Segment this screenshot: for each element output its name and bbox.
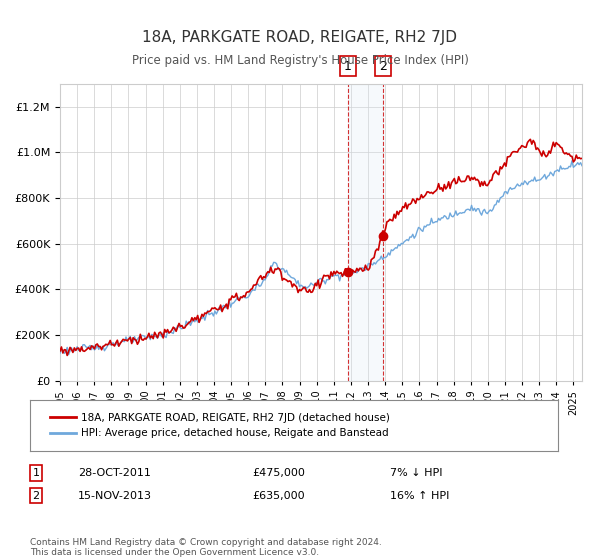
Text: Price paid vs. HM Land Registry's House Price Index (HPI): Price paid vs. HM Land Registry's House … xyxy=(131,54,469,67)
Text: 2: 2 xyxy=(379,60,387,73)
Text: 28-OCT-2011: 28-OCT-2011 xyxy=(78,468,151,478)
Text: 1: 1 xyxy=(32,468,40,478)
Text: 7% ↓ HPI: 7% ↓ HPI xyxy=(390,468,443,478)
Text: £475,000: £475,000 xyxy=(252,468,305,478)
Text: 16% ↑ HPI: 16% ↑ HPI xyxy=(390,491,449,501)
Text: 1: 1 xyxy=(344,60,352,73)
Legend: 18A, PARKGATE ROAD, REIGATE, RH2 7JD (detached house), HPI: Average price, detac: 18A, PARKGATE ROAD, REIGATE, RH2 7JD (de… xyxy=(46,409,394,442)
Text: 15-NOV-2013: 15-NOV-2013 xyxy=(78,491,152,501)
Text: £635,000: £635,000 xyxy=(252,491,305,501)
Text: 18A, PARKGATE ROAD, REIGATE, RH2 7JD: 18A, PARKGATE ROAD, REIGATE, RH2 7JD xyxy=(143,30,458,45)
Text: 2: 2 xyxy=(32,491,40,501)
Bar xyxy=(348,84,383,381)
Text: Contains HM Land Registry data © Crown copyright and database right 2024.
This d: Contains HM Land Registry data © Crown c… xyxy=(30,538,382,557)
